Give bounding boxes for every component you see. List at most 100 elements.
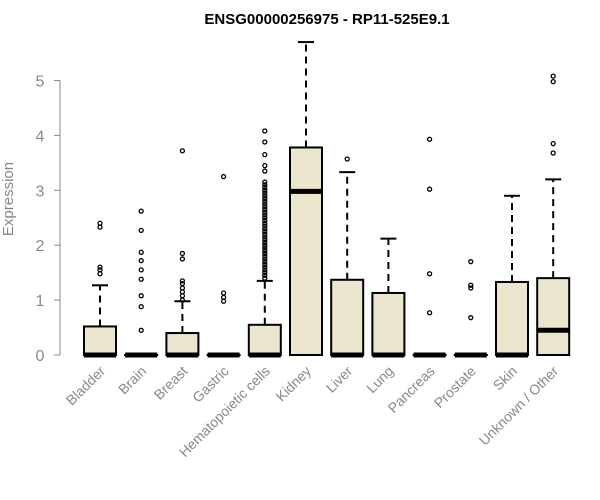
outlier-point: [262, 234, 268, 240]
outlier-point: [550, 78, 556, 85]
outlier-point: [220, 290, 227, 296]
outlier-point: [262, 242, 268, 248]
outlier-point: [262, 264, 268, 270]
outlier-point: [262, 228, 268, 235]
chart-title: ENSG00000256975 - RP11-525E9.1: [204, 11, 449, 28]
outlier-point: [262, 259, 268, 265]
outlier-point: [97, 267, 103, 273]
box-lung: [371, 237, 406, 358]
outlier-point: [262, 162, 268, 169]
outlier-point: [262, 256, 268, 262]
y-tick-label: 3: [36, 183, 45, 200]
y-axis-label: Expression: [0, 162, 17, 236]
outlier-point: [426, 310, 433, 316]
box-hematopoietic-cells: [247, 128, 282, 358]
y-tick-label: 4: [36, 128, 45, 145]
outlier-point: [262, 193, 268, 199]
outlier-point: [550, 73, 556, 79]
outlier-point: [262, 267, 268, 273]
outlier-point: [262, 261, 268, 268]
box-kidney: [289, 41, 323, 356]
outlier-point: [262, 204, 268, 210]
outlier-point: [262, 248, 268, 254]
outlier-point: [550, 140, 556, 147]
outlier-point: [262, 206, 268, 213]
box-iqr: [330, 278, 365, 356]
outlier-point: [468, 285, 474, 291]
x-tick-label: Lung: [363, 363, 396, 396]
box-unknown-other: [536, 73, 571, 357]
box-iqr: [495, 280, 529, 356]
box-iqr: [165, 332, 200, 357]
box-gastric: [206, 173, 241, 358]
outlier-point: [179, 256, 186, 262]
y-tick-label: 1: [36, 293, 45, 310]
box-breast: [165, 148, 200, 358]
outlier-point: [179, 280, 186, 287]
box-skin: [495, 194, 529, 358]
outlier-point: [262, 275, 268, 281]
box-brain: [124, 208, 159, 358]
outlier-point: [262, 190, 268, 196]
outlier-point: [262, 184, 268, 191]
outlier-point: [426, 271, 433, 277]
outlier-point: [179, 285, 186, 291]
outlier-point: [262, 237, 268, 243]
outlier-point: [97, 264, 103, 270]
outlier-point: [138, 227, 144, 234]
outlier-point: [550, 150, 556, 156]
x-tick-label: Prostate: [431, 363, 479, 411]
outlier-point: [138, 267, 144, 273]
outlier-point: [262, 231, 268, 237]
outlier-point: [138, 304, 144, 310]
box-bladder: [83, 220, 117, 358]
outlier-point: [138, 249, 144, 255]
box-series: [83, 41, 571, 358]
outlier-point: [138, 208, 144, 214]
box-prostate: [453, 259, 488, 358]
y-axis-ticks: 0 1 2 3 4 5: [36, 74, 60, 365]
outlier-point: [262, 139, 268, 145]
box-iqr: [371, 291, 406, 357]
y-tick-label: 5: [36, 74, 45, 91]
outlier-point: [262, 217, 268, 224]
outlier-point: [262, 182, 268, 188]
outlier-point: [262, 168, 268, 174]
outlier-point: [468, 282, 474, 288]
outlier-point: [262, 151, 268, 158]
x-tick-label: Skin: [490, 363, 521, 394]
outlier-point: [262, 212, 268, 218]
y-tick-label: 2: [36, 238, 45, 255]
y-tick-label: 0: [36, 348, 45, 365]
outlier-point: [262, 209, 268, 215]
outlier-point: [262, 250, 268, 257]
outlier-point: [426, 136, 433, 142]
outlier-point: [179, 148, 186, 154]
x-tick-label: Liver: [323, 363, 356, 396]
outlier-point: [179, 297, 186, 303]
outlier-point: [138, 327, 144, 333]
box-iqr: [536, 277, 571, 357]
outlier-point: [179, 250, 186, 257]
outlier-point: [220, 173, 227, 180]
outlier-point: [138, 257, 144, 264]
outlier-point: [262, 215, 268, 221]
outlier-point: [138, 293, 144, 299]
outlier-point: [262, 269, 268, 276]
box-liver: [330, 156, 365, 358]
outlier-point: [220, 294, 227, 301]
outlier-point: [262, 226, 268, 232]
outlier-point: [262, 201, 268, 207]
outlier-point: [468, 315, 474, 321]
outlier-point: [262, 239, 268, 246]
outlier-point: [426, 186, 433, 192]
outlier-point: [138, 276, 144, 282]
outlier-point: [262, 245, 268, 251]
outlier-point: [179, 278, 186, 284]
box-iqr: [289, 146, 323, 356]
outlier-point: [344, 156, 350, 162]
x-tick-label: Bladder: [63, 363, 109, 409]
outlier-point: [262, 187, 268, 193]
